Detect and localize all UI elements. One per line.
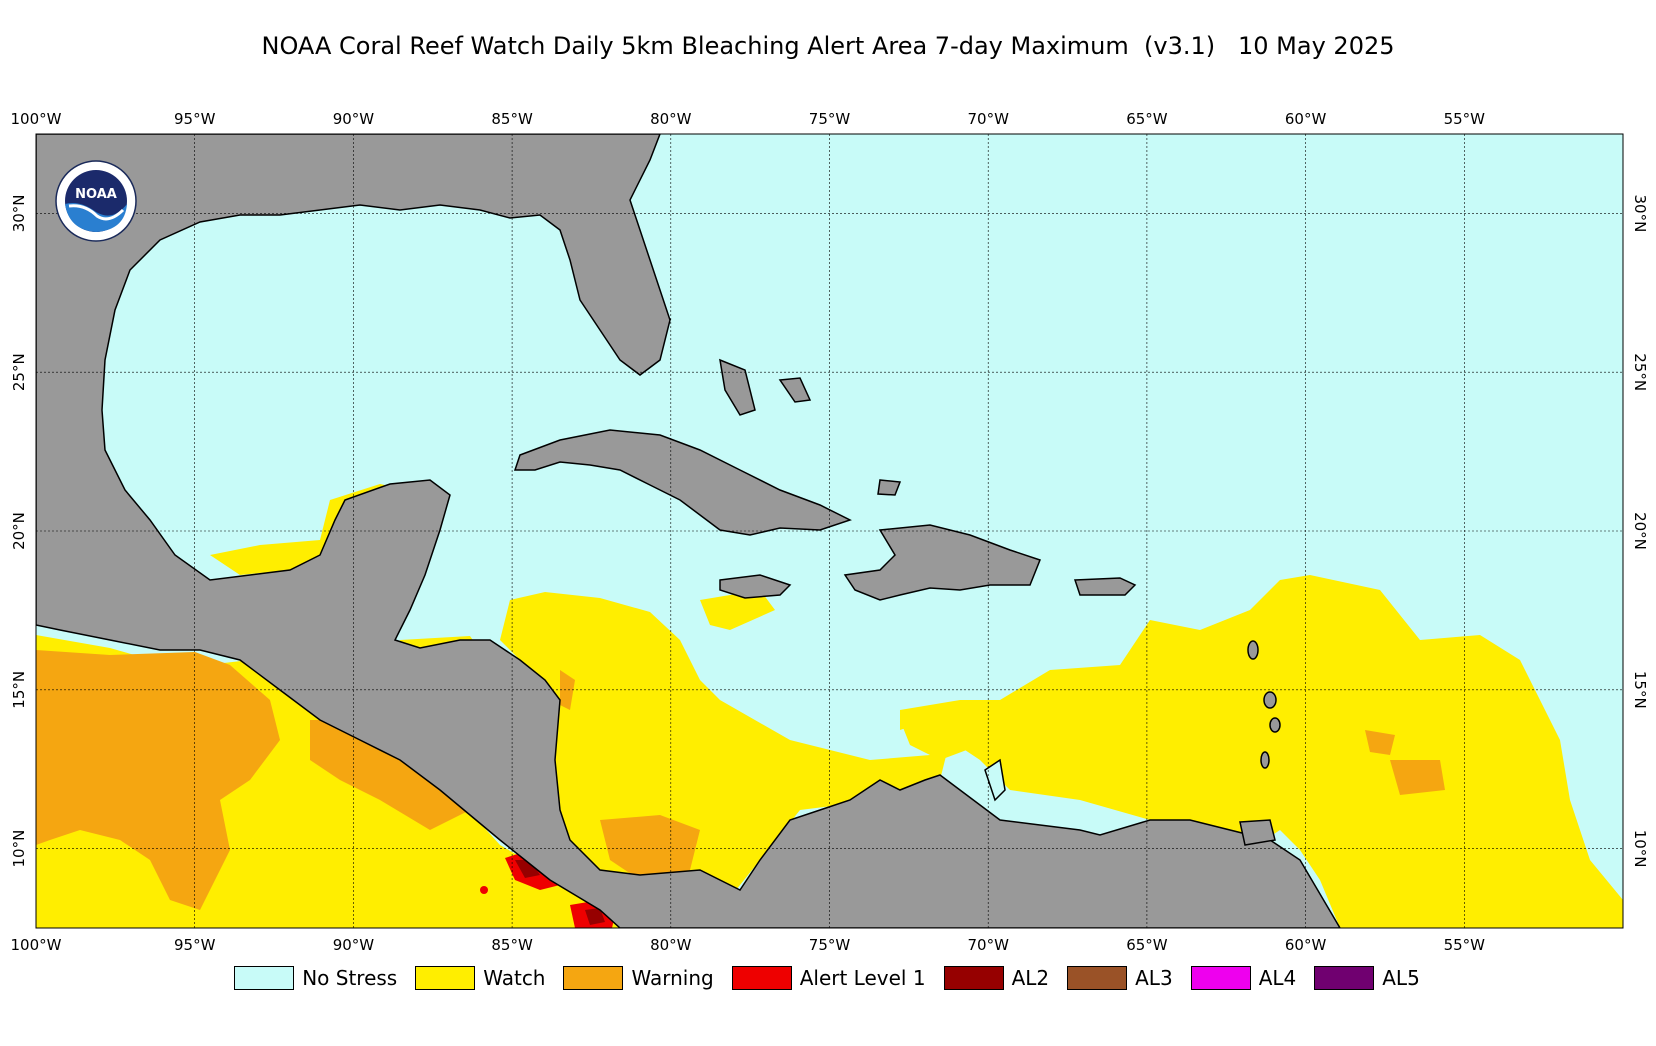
lat-label-right: 20°N bbox=[1631, 512, 1649, 550]
graticule bbox=[36, 134, 1623, 928]
lon-label-bottom: 75°W bbox=[809, 936, 851, 954]
legend-label: AL4 bbox=[1258, 966, 1297, 990]
legend: No Stress Watch Warning Alert Level 1 AL2 AL3… bbox=[0, 966, 1656, 990]
map-title: NOAA Coral Reef Watch Daily 5km Bleachin… bbox=[261, 32, 1395, 60]
legend-swatch bbox=[563, 966, 624, 990]
lon-label-top: 100°W bbox=[11, 110, 62, 128]
lon-label-top: 85°W bbox=[491, 110, 533, 128]
lon-label-bottom: 95°W bbox=[174, 936, 216, 954]
lon-label-bottom: 100°W bbox=[11, 936, 62, 954]
legend-swatch bbox=[943, 966, 1004, 990]
lon-label-bottom: 60°W bbox=[1285, 936, 1327, 954]
lon-label-bottom: 65°W bbox=[1126, 936, 1168, 954]
lon-label-top: 60°W bbox=[1285, 110, 1327, 128]
legend-swatch bbox=[1314, 966, 1375, 990]
lon-label-bottom: 80°W bbox=[650, 936, 692, 954]
legend-item: AL4 bbox=[1190, 966, 1297, 990]
lon-label-top: 90°W bbox=[333, 110, 375, 128]
lat-label-right: 30°N bbox=[1631, 194, 1649, 232]
warning-areas bbox=[36, 650, 1445, 925]
lat-label-left: 15°N bbox=[10, 671, 28, 709]
lon-label-top: 75°W bbox=[809, 110, 851, 128]
lon-label-bottom: 85°W bbox=[491, 936, 533, 954]
lon-label-top: 55°W bbox=[1444, 110, 1486, 128]
lon-label-top: 80°W bbox=[650, 110, 692, 128]
legend-label: AL3 bbox=[1135, 966, 1173, 990]
lon-label-bottom: 90°W bbox=[333, 936, 375, 954]
legend-label: AL5 bbox=[1382, 966, 1420, 990]
legend-item: AL3 bbox=[1067, 966, 1173, 990]
legend-label: Alert Level 1 bbox=[799, 966, 926, 990]
lon-label-bottom: 70°W bbox=[967, 936, 1009, 954]
legend-label: Watch bbox=[483, 966, 546, 990]
alert-level-1-areas bbox=[480, 850, 615, 928]
legend-label: AL2 bbox=[1011, 966, 1050, 990]
legend-item: No Stress bbox=[234, 966, 397, 990]
lon-label-top: 95°W bbox=[174, 110, 216, 128]
legend-label: No Stress bbox=[302, 966, 398, 990]
noaa-logo-text: NOAA bbox=[75, 187, 117, 202]
stress-layers bbox=[36, 134, 1623, 928]
legend-swatch bbox=[1190, 966, 1251, 990]
legend-swatch bbox=[415, 966, 476, 990]
lat-label-right: 15°N bbox=[1631, 671, 1649, 709]
legend-item: AL2 bbox=[943, 966, 1050, 990]
legend-item: Watch bbox=[415, 966, 545, 990]
lat-label-left: 30°N bbox=[10, 194, 28, 232]
lat-label-left: 25°N bbox=[10, 353, 28, 391]
land-areas bbox=[36, 134, 1341, 928]
legend-swatch bbox=[731, 966, 792, 990]
axis-tick-labels: 100°W 100°W 95°W 95°W 90°W 90°W 85°W 85°W 80°W 80… bbox=[10, 110, 1649, 954]
lon-label-top: 70°W bbox=[967, 110, 1009, 128]
lat-label-right: 10°N bbox=[1631, 830, 1649, 868]
legend-item: Alert Level 1 bbox=[731, 966, 926, 990]
noaa-logo-icon: NOAA bbox=[55, 160, 137, 242]
legend-label: Warning bbox=[631, 966, 714, 990]
lat-label-right: 25°N bbox=[1631, 353, 1649, 391]
lat-label-left: 10°N bbox=[10, 830, 28, 868]
lon-label-bottom: 55°W bbox=[1444, 936, 1486, 954]
legend-swatch bbox=[234, 966, 295, 990]
legend-swatch bbox=[1067, 966, 1128, 990]
lon-label-top: 65°W bbox=[1126, 110, 1168, 128]
lat-label-left: 20°N bbox=[10, 512, 28, 550]
legend-item: Warning bbox=[563, 966, 714, 990]
legend-item: AL5 bbox=[1314, 966, 1420, 990]
